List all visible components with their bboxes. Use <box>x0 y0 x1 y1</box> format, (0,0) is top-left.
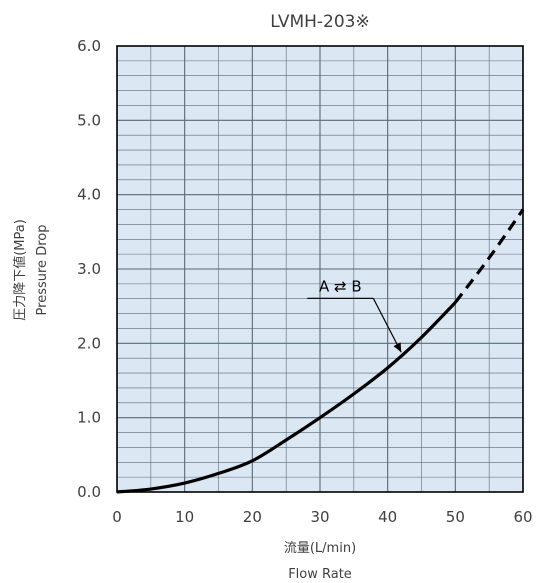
y-tick-labels: 0.0 1.0 2.0 3.0 4.0 5.0 6.0 <box>77 37 101 501</box>
y-tick-label: 2.0 <box>77 334 101 352</box>
x-tick-labels: 0 10 20 30 40 50 60 <box>112 508 532 526</box>
annotation-leader <box>372 298 402 353</box>
y-tick-label: 5.0 <box>77 111 101 129</box>
y-tick-label: 1.0 <box>77 409 101 427</box>
annotation-label: A ⇄ B <box>319 277 362 295</box>
x-axis-sublabel: Flow Rate <box>288 567 352 582</box>
series-line-extrapolated <box>454 208 525 304</box>
x-tick-label: 30 <box>310 508 329 526</box>
chart-title: LVMH-203※ <box>270 12 370 32</box>
y-axis-sublabel: Pressure Drop <box>35 225 50 316</box>
y-tick-label: 6.0 <box>77 37 101 55</box>
x-axis-label: 流量(L/min) <box>284 541 356 556</box>
series-line-a-b <box>116 301 457 494</box>
x-tick-label: 10 <box>175 508 194 526</box>
series-lines <box>116 208 525 494</box>
x-tick-label: 60 <box>513 508 532 526</box>
annotation-arrowhead <box>393 342 402 353</box>
grid-lines <box>116 45 524 493</box>
y-tick-label: 0.0 <box>77 483 101 501</box>
annotation: A ⇄ B <box>307 277 402 353</box>
y-tick-label: 4.0 <box>77 186 101 204</box>
x-tick-label: 40 <box>378 508 397 526</box>
y-tick-label: 3.0 <box>77 260 101 278</box>
x-tick-label: 0 <box>112 508 122 526</box>
plot-frame <box>116 45 524 493</box>
x-tick-label: 50 <box>446 508 465 526</box>
y-axis-label: 圧力降下値(MPa) <box>12 219 28 321</box>
x-tick-label: 20 <box>243 508 262 526</box>
